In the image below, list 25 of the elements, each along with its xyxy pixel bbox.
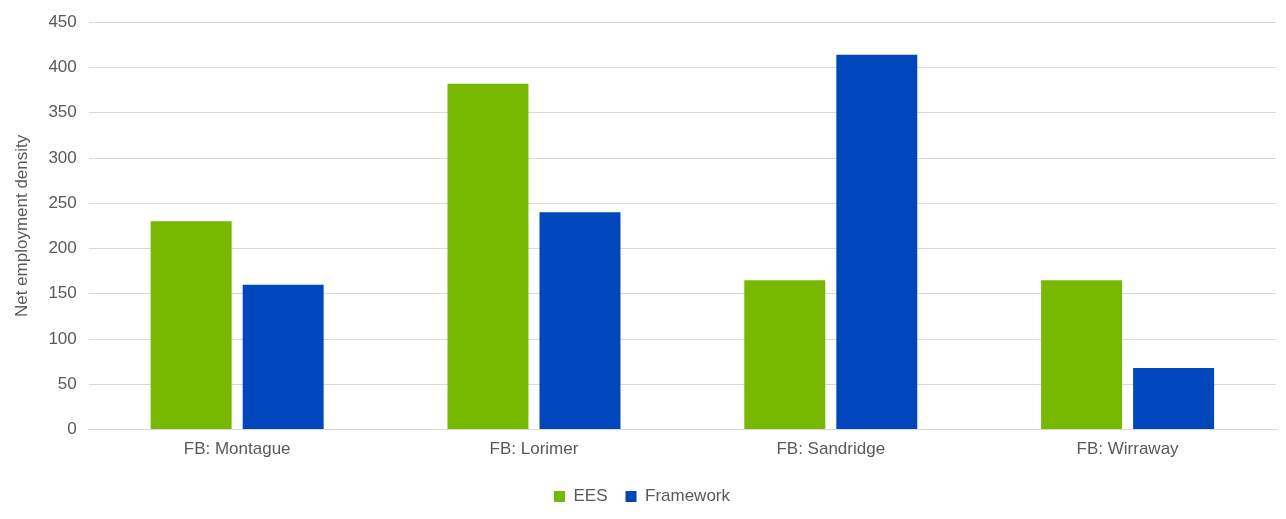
y-tick-label: 350 <box>48 102 77 122</box>
bar <box>1133 368 1215 430</box>
y-tick-label: 400 <box>48 57 77 77</box>
bar <box>836 54 918 430</box>
x-tick-label: FB: Montague <box>183 439 291 459</box>
bar <box>242 284 324 430</box>
y-tick-label: 100 <box>48 328 77 348</box>
y-tick-label: 0 <box>67 419 77 439</box>
y-tick-label: 300 <box>48 147 77 167</box>
bar <box>447 83 529 430</box>
x-tick-label: FB: Wirraway <box>1076 439 1180 459</box>
legend-label: Framework <box>645 486 731 506</box>
bar <box>150 221 232 430</box>
y-tick-label: 450 <box>48 11 77 31</box>
bar <box>539 212 621 430</box>
legend-label: EES <box>573 486 608 506</box>
y-tick-label: 250 <box>48 192 77 212</box>
y-axis-title: Net employment density <box>11 134 31 318</box>
bar <box>1041 280 1123 430</box>
x-tick-label: FB: Lorimer <box>489 439 579 459</box>
bar <box>744 280 826 430</box>
y-tick-label: 150 <box>48 283 77 303</box>
y-tick-label: 50 <box>57 374 77 394</box>
x-tick-label: FB: Sandridge <box>776 439 886 459</box>
y-tick-label: 200 <box>48 238 77 258</box>
